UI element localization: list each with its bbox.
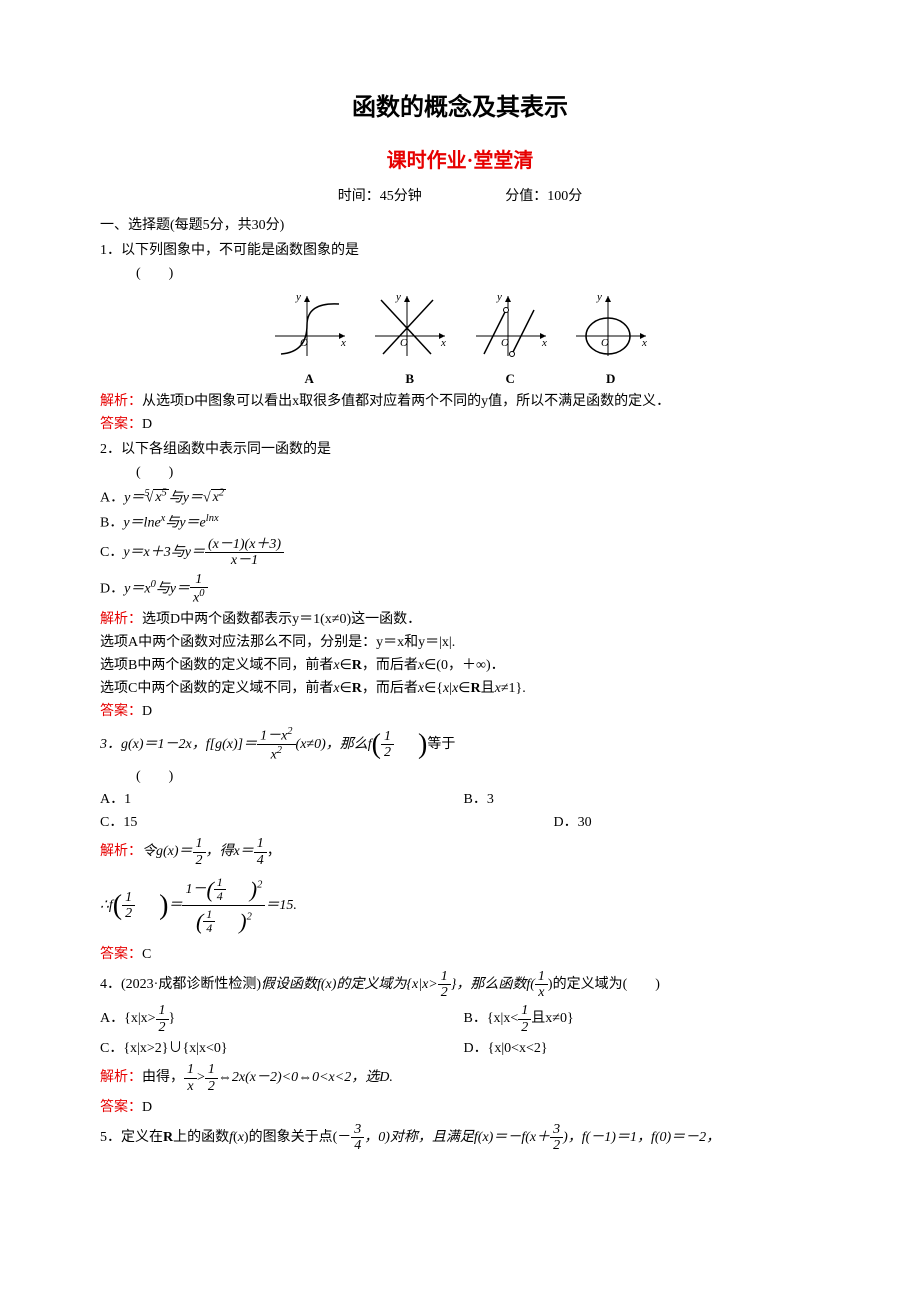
q1: 1．以下列图象中，不可能是函数图象的是 ( ) O x y A xyxy=(100,240,820,435)
analysis-label: 解析： xyxy=(100,394,142,409)
svg-text:O: O xyxy=(501,337,509,349)
svg-text:x: x xyxy=(440,337,446,349)
optB-prefix: B． xyxy=(100,516,123,531)
q4-opt-b: B．{x|x<12且x≠0} xyxy=(464,1003,574,1035)
q1-analysis: 解析：从选项D中图象可以看出x取很多值都对应着两个不同的y值，所以不满足函数的定… xyxy=(100,391,820,412)
q3-opt-a: A．1 xyxy=(100,789,460,810)
svg-text:y: y xyxy=(395,291,401,303)
q1-graphs: O x y A O x y B xyxy=(100,290,820,389)
q1-graph-b: O x y B xyxy=(367,290,452,389)
q2: 2．以下各组函数中表示同一函数的是 ( ) A．y＝5√x5与y＝√x2 B．y… xyxy=(100,439,820,723)
q3-opt-c: C．15 xyxy=(100,812,550,833)
svg-text:x: x xyxy=(340,337,346,349)
q1-graph-c: O x y C xyxy=(468,290,553,389)
q2-answer: 答案：D xyxy=(100,701,820,722)
q1-graph-a-label: A xyxy=(267,369,352,389)
section-1-header: 一、选择题(每题5分，共30分) xyxy=(100,215,820,236)
q4-opt-d: D．{x|0<x<2} xyxy=(464,1038,548,1059)
q2-opt-d: D．y＝x0与y＝1x0 xyxy=(100,572,820,606)
q2-analysis2: 选项A中两个函数对应法那么不同，分别是：y＝x和y＝|x|. xyxy=(100,632,820,653)
q3-opt-d: D．30 xyxy=(554,812,592,833)
q3-opts-row1: A．1 B．3 xyxy=(100,789,820,810)
q4-stem: 4．(2023·成都诊断性检测)假设函数f(x)的定义域为{x|x>12}，那么… xyxy=(100,969,820,1001)
svg-text:O: O xyxy=(400,337,408,349)
q2-analysis3: 选项B中两个函数的定义域不同，前者x∈R，而后者x∈(0，＋∞)． xyxy=(100,655,820,676)
svg-text:x: x xyxy=(541,337,547,349)
q2-analysis4: 选项C中两个函数的定义域不同，前者x∈R，而后者x∈{x|x∈R且x≠1}. xyxy=(100,678,820,699)
q4-opts-row2: C．{x|x>2}∪{x|x<0} D．{x|0<x<2} xyxy=(100,1038,820,1059)
q4-opts-row1: A．{x|x>12} B．{x|x<12且x≠0} xyxy=(100,1003,820,1035)
q5: 5．定义在R上的函数f(x)的图象关于点(－34，0)对称，且满足f(x)＝－f… xyxy=(100,1122,820,1154)
q1-graph-c-label: C xyxy=(468,369,553,389)
q1-analysis-text: 从选项D中图象可以看出x取很多值都对应着两个不同的y值，所以不满足函数的定义． xyxy=(142,394,670,409)
q2-stem: 2．以下各组函数中表示同一函数的是 xyxy=(100,439,820,460)
svg-text:y: y xyxy=(295,291,301,303)
svg-text:y: y xyxy=(496,291,502,303)
q2-opt-a: A．y＝5√x5与y＝√x2 xyxy=(100,486,820,509)
optA-prefix: A． xyxy=(100,490,124,505)
optA-lhs: y＝ xyxy=(124,490,144,505)
q2-blank: ( ) xyxy=(100,462,820,483)
q1-answer-text: D xyxy=(142,417,152,432)
svg-text:x: x xyxy=(641,337,647,349)
q1-answer: 答案：D xyxy=(100,414,820,435)
optC-prefix: C． xyxy=(100,545,123,560)
q1-graph-a: O x y A xyxy=(267,290,352,389)
q4-opt-a: A．{x|x>12} xyxy=(100,1003,460,1035)
optD-prefix: D． xyxy=(100,581,124,596)
q4: 4．(2023·成都诊断性检测)假设函数f(x)的定义域为{x|x>12}，那么… xyxy=(100,969,820,1118)
svg-text:O: O xyxy=(601,337,609,349)
q1-graph-d-label: D xyxy=(568,369,653,389)
subtitle: 课时作业·堂堂清 xyxy=(100,146,820,176)
q5-stem: 5．定义在R上的函数f(x)的图象关于点(－34，0)对称，且满足f(x)＝－f… xyxy=(100,1122,820,1154)
q3-opt-b: B．3 xyxy=(464,789,494,810)
page-title: 函数的概念及其表示 xyxy=(100,90,820,126)
q3-sol1: 解析：令g(x)＝12，得x＝14， xyxy=(100,836,820,868)
q3-blank: ( ) xyxy=(100,766,820,787)
q3: 3．g(x)＝1－2x，f[g(x)]＝1－x2x2(x≠0)，那么f(12)等… xyxy=(100,726,820,965)
q1-stem: 1．以下列图象中，不可能是函数图象的是 xyxy=(100,240,820,261)
svg-text:y: y xyxy=(596,291,602,303)
time-label: 时间：45分钟 xyxy=(338,186,422,207)
q3-sol2: ∴f(12)＝ 1－(14)2 (14)2 ＝15. xyxy=(100,876,820,936)
svg-text:O: O xyxy=(300,337,308,349)
q4-opt-c: C．{x|x>2}∪{x|x<0} xyxy=(100,1038,460,1059)
q3-answer: 答案：C xyxy=(100,944,820,965)
q3-opts-row2: C．15 D．30 xyxy=(100,812,820,833)
q1-graph-d: O x y D xyxy=(568,290,653,389)
q4-analysis: 解析：由得，1x>12⇔2x(x－2)<0⇔0<x<2，选D. xyxy=(100,1062,820,1094)
q3-stem: 3．g(x)＝1－2x，f[g(x)]＝1－x2x2(x≠0)，那么f(12)等… xyxy=(100,726,820,763)
q2-opt-c: C．y＝x＋3与y＝(x－1)(x＋3)x－1 xyxy=(100,537,820,569)
q1-graph-b-label: B xyxy=(367,369,452,389)
q2-analysis1: 解析：选项D中两个函数都表示y＝1(x≠0)这一函数． xyxy=(100,609,820,630)
q2-opt-b: B．y＝lnex与y＝elnx xyxy=(100,511,820,534)
time-score-line: 时间：45分钟 分值：100分 xyxy=(100,186,820,207)
q4-answer: 答案：D xyxy=(100,1097,820,1118)
answer-label: 答案： xyxy=(100,417,142,432)
q1-blank: ( ) xyxy=(100,263,820,284)
score-label: 分值：100分 xyxy=(505,186,582,207)
